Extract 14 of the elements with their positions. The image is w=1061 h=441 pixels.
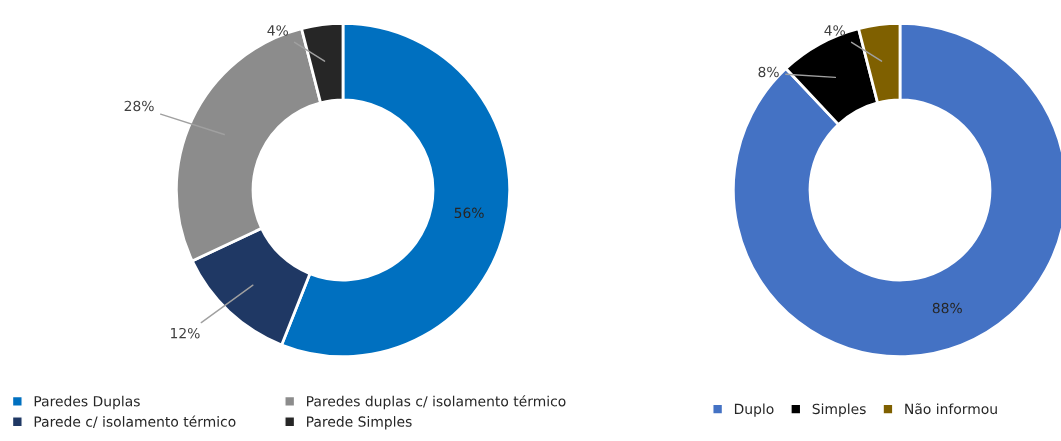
data-label: 28%	[124, 100, 154, 112]
data-label: 4%	[267, 25, 289, 36]
legend-label: Parede Simples	[307, 416, 412, 430]
data-label: 4%	[824, 25, 846, 36]
legend-label: Não informou	[905, 403, 997, 415]
legend-label: Paredes Duplas	[34, 395, 140, 410]
data-label: 8%	[758, 66, 779, 78]
data-label: 12%	[171, 327, 200, 339]
legend-label: Parede c/ isolamento térmico	[34, 415, 236, 428]
data-label: 56%	[454, 207, 484, 219]
data-label: 88%	[932, 302, 962, 314]
legend-label: Duplo	[734, 403, 774, 417]
legend-label: Paredes duplas c/ isolamento térmico	[307, 395, 566, 410]
legend-label: Simples	[812, 403, 866, 417]
